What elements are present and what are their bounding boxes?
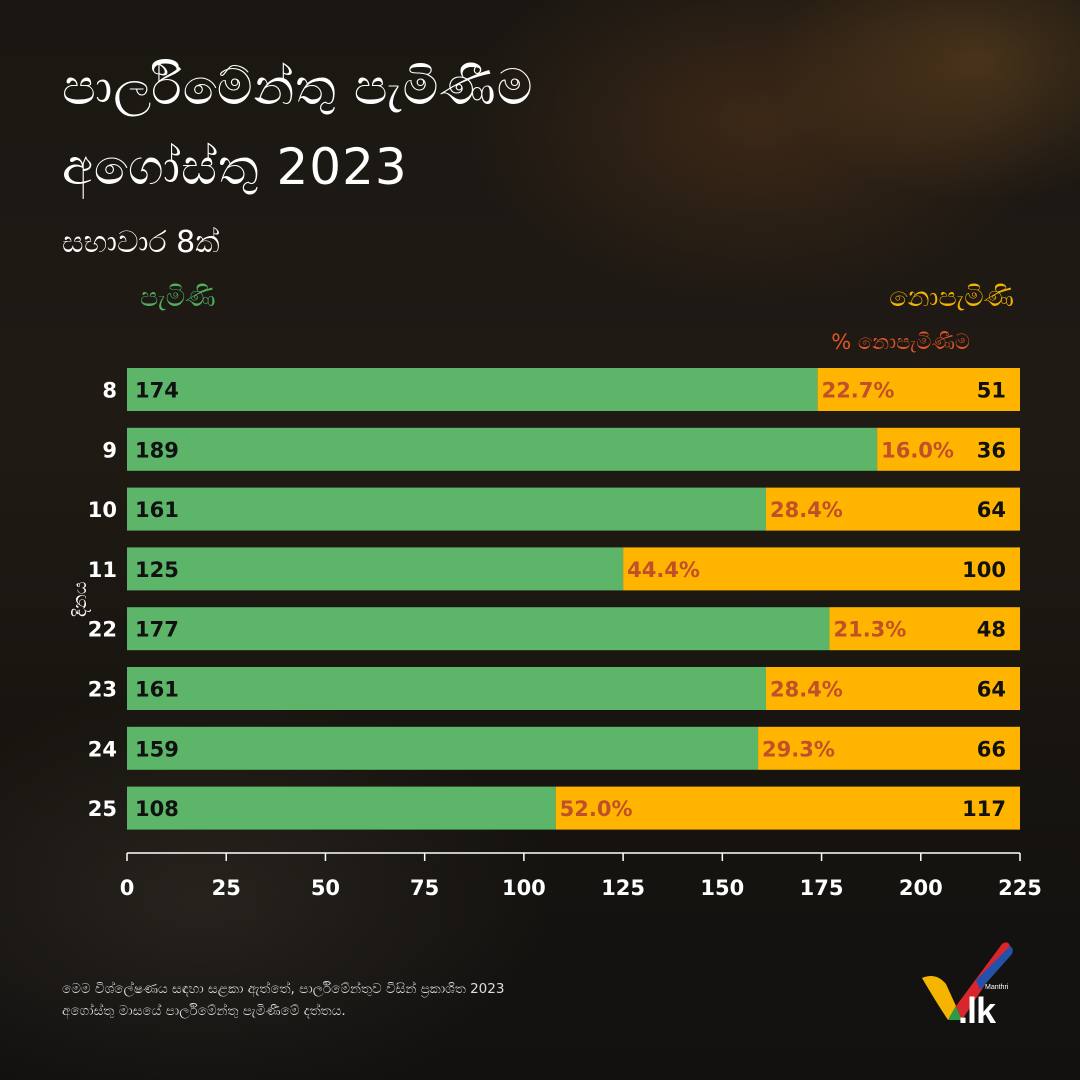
bar-present-9 bbox=[127, 427, 878, 471]
category-label-9: 9 bbox=[102, 438, 117, 462]
bar-present-25 bbox=[127, 786, 556, 830]
absent-percent-23: 28.4% bbox=[770, 678, 843, 702]
absent-value-10: 64 bbox=[977, 498, 1006, 522]
absent-value-9: 36 bbox=[977, 438, 1006, 462]
bar-absent-23 bbox=[765, 667, 1020, 710]
absent-percent-24: 29.3% bbox=[762, 737, 835, 761]
y-axis-label: දිනය bbox=[70, 581, 91, 617]
bar-present-8 bbox=[127, 368, 818, 411]
absent-percent-22: 21.3% bbox=[833, 618, 906, 642]
x-tick-label-125: 125 bbox=[601, 876, 645, 900]
bar-absent-8 bbox=[817, 368, 1020, 411]
x-tick-label-200: 200 bbox=[899, 876, 943, 900]
bar-absent-11 bbox=[623, 547, 1020, 591]
category-label-22: 22 bbox=[88, 618, 117, 642]
absent-percent-11: 44.4% bbox=[627, 558, 700, 582]
x-tick-label-50: 50 bbox=[311, 876, 340, 900]
bar-present-22 bbox=[127, 607, 830, 651]
present-value-8: 174 bbox=[135, 379, 179, 403]
absent-percent-9: 16.0% bbox=[881, 438, 954, 462]
bar-present-23 bbox=[127, 667, 766, 710]
category-label-10: 10 bbox=[88, 498, 117, 522]
x-tick-label-0: 0 bbox=[120, 876, 135, 900]
category-label-11: 11 bbox=[88, 558, 117, 582]
source-note-line1: මෙම විශ්ලේෂණය සඳහා සළකා ඇත්තේ, පාර්ලිමේන… bbox=[62, 981, 505, 997]
legend-absent: නොපැමිණි bbox=[889, 282, 1014, 313]
logo-small-text: Manthri bbox=[985, 984, 1009, 991]
checkmark-logo-icon bbox=[922, 942, 1013, 1020]
bar-absent-9 bbox=[877, 427, 1020, 471]
bar-absent-22 bbox=[829, 607, 1020, 651]
x-tick-label-225: 225 bbox=[998, 876, 1042, 900]
category-label-8: 8 bbox=[102, 379, 117, 403]
x-tick-label-75: 75 bbox=[410, 876, 439, 900]
present-value-9: 189 bbox=[135, 438, 179, 462]
bar-absent-24 bbox=[758, 726, 1020, 770]
bar-present-11 bbox=[127, 547, 624, 591]
absent-value-11: 100 bbox=[962, 558, 1006, 582]
bar-present-24 bbox=[127, 726, 759, 770]
present-value-25: 108 bbox=[135, 797, 179, 821]
present-value-11: 125 bbox=[135, 558, 179, 582]
x-tick-label-175: 175 bbox=[800, 876, 844, 900]
present-value-24: 159 bbox=[135, 737, 179, 761]
present-value-10: 161 bbox=[135, 498, 179, 522]
absent-value-25: 117 bbox=[962, 797, 1006, 821]
page-title-line2: අගෝස්තු 2023 bbox=[62, 138, 408, 196]
category-label-25: 25 bbox=[88, 797, 117, 821]
source-note: මෙම විශ්ලේෂණය සඳහා සළකා ඇත්තේ, පාර්ලිමේන… bbox=[62, 978, 702, 1022]
absent-value-23: 64 bbox=[977, 678, 1006, 702]
bar-present-10 bbox=[127, 487, 766, 531]
absent-percent-25: 52.0% bbox=[560, 797, 633, 821]
present-value-23: 161 bbox=[135, 678, 179, 702]
absent-value-22: 48 bbox=[977, 618, 1006, 642]
absent-value-24: 66 bbox=[977, 737, 1006, 761]
logo-brand-text: .lk bbox=[958, 990, 996, 1031]
page-title: පාර්ලිමේන්තු පැමිණීම bbox=[62, 58, 534, 116]
absent-value-8: 51 bbox=[977, 379, 1006, 403]
x-tick-label-25: 25 bbox=[212, 876, 241, 900]
source-note-line2: අගෝස්තු මාසයේ පාර්ලිමේන්තු පැමිණීමේ දත්ත… bbox=[62, 1003, 346, 1019]
legend-absent-percent: % නොපැමිණීම bbox=[831, 330, 970, 354]
x-tick-label-100: 100 bbox=[502, 876, 546, 900]
sessions-count: සභාවාර 8ක් bbox=[62, 225, 220, 260]
absent-percent-10: 28.4% bbox=[770, 498, 843, 522]
legend-present: පැමිණි bbox=[140, 282, 216, 313]
x-tick-label-150: 150 bbox=[700, 876, 744, 900]
present-value-22: 177 bbox=[135, 618, 179, 642]
bar-absent-25 bbox=[555, 786, 1020, 830]
bar-absent-10 bbox=[765, 487, 1020, 531]
category-label-24: 24 bbox=[88, 737, 117, 761]
category-label-23: 23 bbox=[88, 678, 117, 702]
absent-percent-8: 22.7% bbox=[822, 379, 895, 403]
